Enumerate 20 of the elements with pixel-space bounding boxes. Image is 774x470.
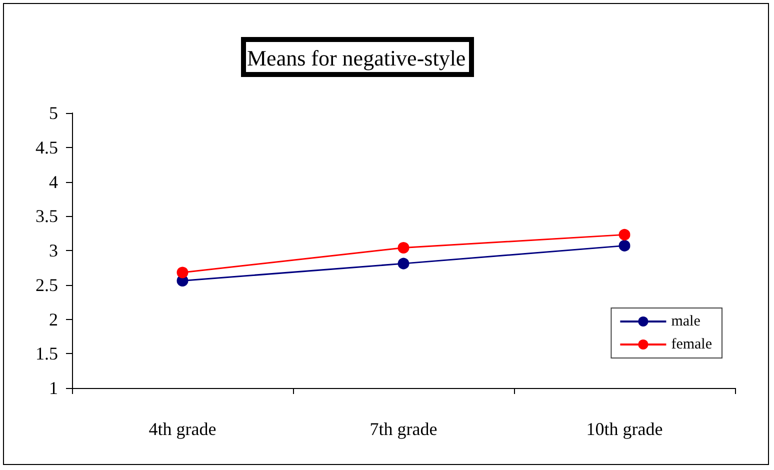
y-tick-label: 4 [49,172,58,192]
chart-title: Means for negative-style [247,46,466,70]
y-tick-label: 2 [49,309,58,330]
y-tick-label: 5 [49,103,58,123]
point [398,258,410,270]
legend-label: female [671,336,712,352]
point [176,266,188,278]
y-tick-label: 3 [49,240,58,260]
x-tick-label: 4th grade [148,419,216,439]
x-tick-label: 7th grade [370,419,438,439]
point [618,240,630,252]
point [398,242,410,254]
x-tick-label: 10th grade [586,419,663,439]
point [618,228,630,240]
y-tick-label: 3.5 [36,206,58,226]
y-tick-label: 1.5 [36,344,58,364]
y-tick-label: 2.5 [36,274,58,295]
y-tick-label: 1 [49,378,58,398]
legend-label: male [671,314,701,330]
y-tick-label: 4.5 [36,137,58,158]
